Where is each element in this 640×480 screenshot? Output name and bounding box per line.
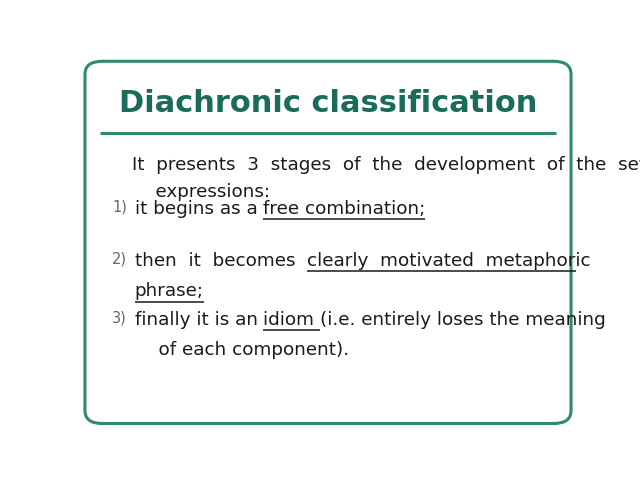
- Text: free combination;: free combination;: [263, 200, 426, 218]
- Text: It  presents  3  stages  of  the  development  of  the  set: It presents 3 stages of the development …: [132, 156, 640, 174]
- Text: it begins as a: it begins as a: [134, 200, 263, 218]
- Text: clearly  motivated  metaphoric: clearly motivated metaphoric: [307, 252, 591, 270]
- Text: of each component).: of each component).: [134, 341, 349, 360]
- Text: 1): 1): [112, 200, 127, 215]
- FancyBboxPatch shape: [85, 61, 571, 423]
- Text: finally it is an: finally it is an: [134, 311, 264, 329]
- Text: (i.e. entirely loses the meaning: (i.e. entirely loses the meaning: [320, 311, 606, 329]
- Text: 2): 2): [112, 252, 127, 267]
- Text: 3): 3): [113, 311, 127, 326]
- Text: expressions:: expressions:: [132, 183, 270, 201]
- Text: Diachronic classification: Diachronic classification: [119, 89, 537, 118]
- Text: idiom: idiom: [264, 311, 320, 329]
- Text: phrase;: phrase;: [134, 282, 204, 300]
- Text: then  it  becomes: then it becomes: [134, 252, 307, 270]
